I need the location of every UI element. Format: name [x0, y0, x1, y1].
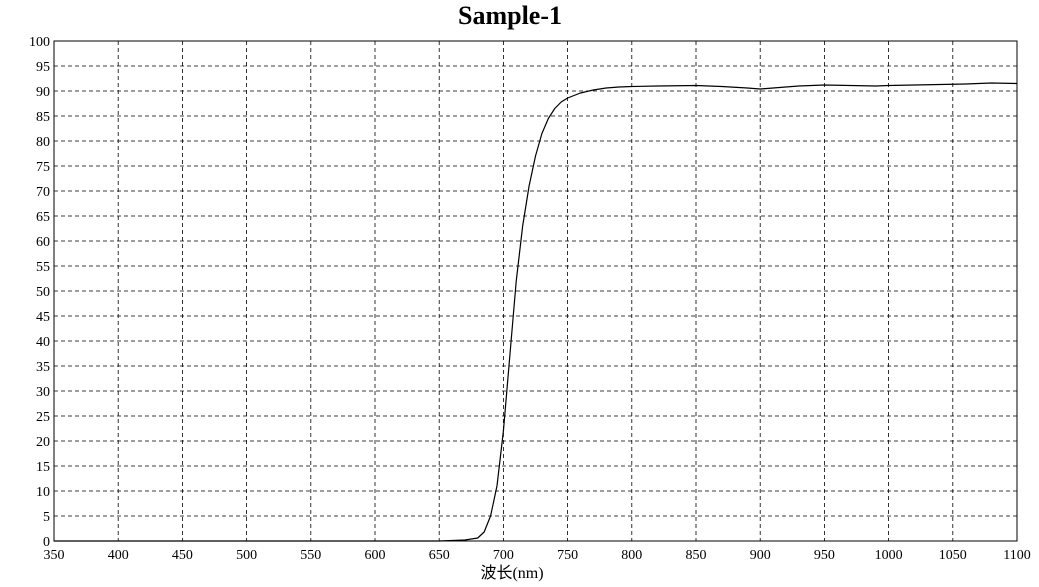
x-tick-label: 950 [814, 548, 835, 563]
grid-lines [54, 41, 1017, 541]
y-tick-label: 0 [43, 535, 50, 550]
x-tick-label: 1050 [939, 548, 967, 563]
y-tick-label: 100 [29, 35, 50, 50]
x-tick-label: 750 [557, 548, 578, 563]
x-tick-label: 550 [300, 548, 321, 563]
y-tick-label: 10 [36, 485, 50, 500]
y-tick-label: 75 [36, 160, 50, 175]
x-tick-label: 650 [429, 548, 450, 563]
y-tick-label: 80 [36, 135, 50, 150]
y-tick-label: 40 [36, 335, 50, 350]
y-tick-label: 85 [36, 110, 50, 125]
x-axis-ticks: 350 400 450 500 550 600 650 700 750 800 850 900 950 1… [44, 548, 1031, 563]
y-axis-ticks: 0 5 10 15 20 25 30 35 40 45 50 55 60 65 70 75 80 85 90 95 10… [29, 35, 50, 550]
x-tick-label: 350 [44, 548, 65, 563]
plot-area-frame [53, 40, 1018, 542]
y-tick-label: 55 [36, 260, 50, 275]
y-tick-label: 15 [36, 460, 50, 475]
y-tick-label: 70 [36, 185, 50, 200]
x-tick-label: 800 [621, 548, 642, 563]
x-tick-label: 700 [493, 548, 514, 563]
x-tick-label: 400 [108, 548, 129, 563]
y-tick-label: 60 [36, 235, 50, 250]
y-tick-label: 95 [36, 60, 50, 75]
y-tick-label: 50 [36, 285, 50, 300]
x-tick-label: 1000 [875, 548, 903, 563]
x-tick-label: 500 [236, 548, 257, 563]
y-tick-label: 65 [36, 210, 50, 225]
y-tick-label: 20 [36, 435, 50, 450]
chart-title: Sample-1 [458, 1, 562, 30]
x-tick-label: 450 [172, 548, 193, 563]
x-tick-label: 850 [686, 548, 707, 563]
y-tick-label: 90 [36, 85, 50, 100]
x-tick-label: 1100 [1003, 548, 1030, 563]
y-tick-label: 45 [36, 310, 50, 325]
x-axis-label: 波长(nm) [480, 564, 543, 582]
y-tick-label: 5 [43, 510, 50, 525]
x-tick-label: 600 [365, 548, 386, 563]
y-tick-label: 35 [36, 360, 50, 375]
transmittance-curve [54, 82, 1018, 542]
y-tick-label: 25 [36, 410, 50, 425]
y-tick-label: 30 [36, 385, 50, 400]
x-tick-label: 900 [750, 548, 771, 563]
